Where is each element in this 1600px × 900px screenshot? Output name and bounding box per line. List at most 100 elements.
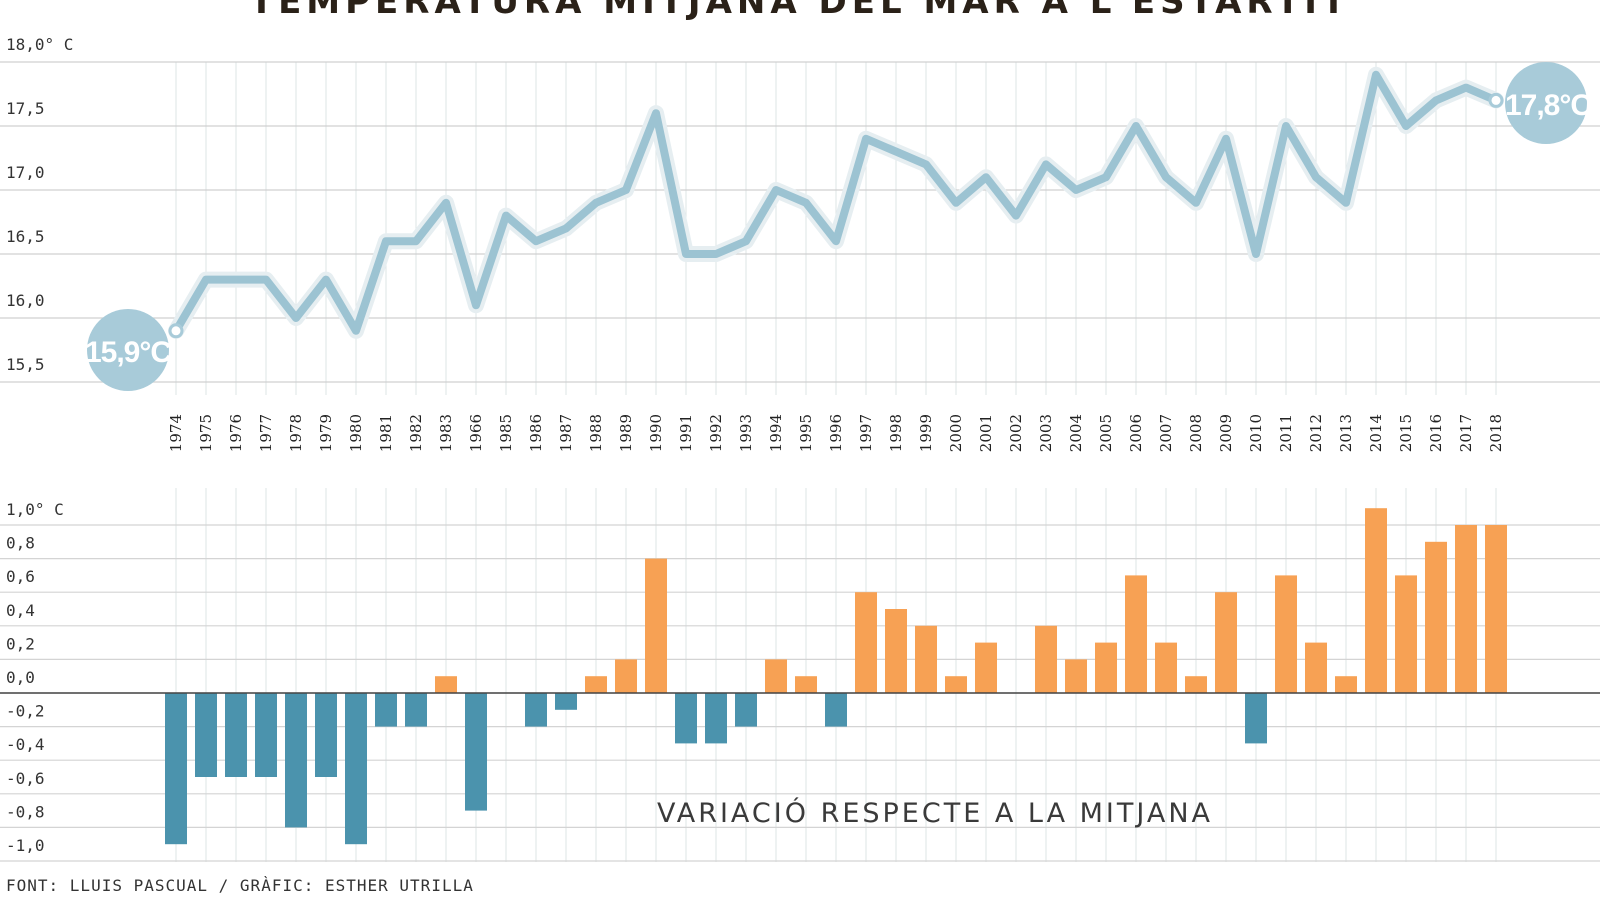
year-label: 2015 bbox=[1397, 414, 1415, 452]
year-label: 1981 bbox=[377, 414, 395, 452]
bar-chart-y-ticks: 1,0° C 0,8 0,6 0,4 0,2 0,0 -0,2 -0,4 -0,6 -0,8 -1,… bbox=[6, 500, 64, 855]
variation-bar bbox=[615, 659, 637, 693]
bar-chart-grid bbox=[0, 488, 1600, 862]
year-label: 2009 bbox=[1217, 414, 1235, 452]
y-tick-label: 16,5 bbox=[6, 227, 45, 246]
y-tick-label: 18,0° C bbox=[6, 35, 73, 54]
variation-bar bbox=[945, 676, 967, 693]
variation-bar bbox=[645, 558, 667, 693]
variation-bar bbox=[405, 693, 427, 727]
year-label: 1974 bbox=[167, 414, 185, 452]
line-chart-x-ticks: 1974 1975 1976 1977 1978 1979 1980 1981 1982 1983… bbox=[167, 414, 1505, 452]
year-label: 1976 bbox=[227, 414, 245, 452]
start-point-marker bbox=[168, 323, 184, 339]
year-label: 1977 bbox=[257, 414, 275, 452]
year-label: 2002 bbox=[1007, 414, 1025, 452]
y-tick-label: 0,0 bbox=[6, 668, 35, 687]
year-label: 1980 bbox=[347, 414, 365, 452]
year-label: 1999 bbox=[917, 414, 935, 452]
variation-bar bbox=[765, 659, 787, 693]
variation-bar bbox=[225, 693, 247, 777]
variation-bar bbox=[1095, 642, 1117, 693]
variation-bar bbox=[1155, 642, 1177, 693]
variation-bar bbox=[885, 609, 907, 693]
year-label: 1985 bbox=[497, 414, 515, 452]
line-chart-annotations: 15,9°C 17,8°C bbox=[85, 62, 1592, 391]
variation-bar bbox=[735, 693, 757, 727]
year-label: 1991 bbox=[677, 414, 695, 452]
year-label: 1987 bbox=[557, 414, 575, 452]
y-tick-label: -0,6 bbox=[6, 769, 45, 788]
year-label: 1994 bbox=[767, 414, 785, 452]
variation-bar bbox=[1275, 575, 1297, 693]
chart-title: TEMPERATURA MITJANA DEL MAR A L'ESTARTIT bbox=[249, 0, 1351, 22]
year-label: 2011 bbox=[1277, 414, 1295, 452]
variation-bar bbox=[285, 693, 307, 828]
y-tick-label: -1,0 bbox=[6, 836, 45, 855]
year-label: 1979 bbox=[317, 414, 335, 452]
variation-bar bbox=[1395, 575, 1417, 693]
variation-bar bbox=[465, 693, 487, 811]
year-label: 2000 bbox=[947, 414, 965, 452]
year-label: 2012 bbox=[1307, 414, 1325, 452]
y-tick-label: 1,0° C bbox=[6, 500, 64, 519]
variation-bar bbox=[705, 693, 727, 744]
line-chart-y-ticks: 18,0° C 17,5 17,0 16,5 16,0 15,5 bbox=[6, 35, 73, 374]
variation-bar bbox=[1035, 625, 1057, 693]
year-label: 2008 bbox=[1187, 414, 1205, 452]
variation-bar bbox=[1065, 659, 1087, 693]
variation-bar bbox=[315, 693, 337, 777]
year-label: 2017 bbox=[1457, 414, 1475, 452]
variation-bar bbox=[1485, 525, 1507, 693]
year-label: 1983 bbox=[437, 414, 455, 452]
year-label: 1990 bbox=[647, 414, 665, 452]
year-label: 2016 bbox=[1427, 414, 1445, 452]
year-label: 1997 bbox=[857, 414, 875, 452]
end-point-marker bbox=[1488, 92, 1504, 108]
year-label: 2005 bbox=[1097, 414, 1115, 452]
year-label: 1993 bbox=[737, 414, 755, 452]
variation-bar bbox=[375, 693, 397, 727]
end-bubble-label: 17,8°C bbox=[1505, 89, 1591, 122]
year-label: 2006 bbox=[1127, 414, 1145, 452]
variation-bar bbox=[195, 693, 217, 777]
variation-bar bbox=[1125, 575, 1147, 693]
year-label: 1995 bbox=[797, 414, 815, 452]
variation-bar bbox=[255, 693, 277, 777]
variation-bar bbox=[675, 693, 697, 744]
year-label: 2001 bbox=[977, 414, 995, 452]
year-label: 2013 bbox=[1337, 414, 1355, 452]
variation-bar bbox=[1425, 541, 1447, 693]
variation-bar bbox=[1365, 508, 1387, 693]
year-label: 1998 bbox=[887, 414, 905, 452]
y-tick-label: 16,0 bbox=[6, 291, 45, 310]
variation-bar bbox=[555, 693, 577, 710]
y-tick-label: -0,8 bbox=[6, 802, 45, 821]
year-label: 2007 bbox=[1157, 414, 1175, 452]
source-credit: FONT: LLUIS PASCUAL / GRÀFIC: ESTHER UTR… bbox=[6, 876, 474, 895]
year-label: 2003 bbox=[1037, 414, 1055, 452]
y-tick-label: 0,6 bbox=[6, 567, 35, 586]
year-label: 2014 bbox=[1367, 414, 1385, 452]
y-tick-label: 0,8 bbox=[6, 534, 35, 553]
year-label: 1966 bbox=[467, 414, 485, 452]
y-tick-label: 0,4 bbox=[6, 601, 35, 620]
year-label: 1978 bbox=[287, 414, 305, 452]
temperature-line bbox=[172, 70, 1500, 335]
year-label: 1996 bbox=[827, 414, 845, 452]
variation-bar bbox=[435, 676, 457, 693]
start-bubble-label: 15,9°C bbox=[85, 336, 171, 369]
year-label: 1986 bbox=[527, 414, 545, 452]
variation-bar bbox=[525, 693, 547, 727]
variation-bar bbox=[1335, 676, 1357, 693]
year-label: 2004 bbox=[1067, 414, 1085, 452]
year-label: 1988 bbox=[587, 414, 605, 452]
y-tick-label: -0,4 bbox=[6, 735, 45, 754]
variation-bar bbox=[855, 592, 877, 693]
variation-bar bbox=[795, 676, 817, 693]
bar-chart-series bbox=[0, 508, 1600, 845]
year-label: 1975 bbox=[197, 414, 215, 452]
year-label: 1992 bbox=[707, 414, 725, 452]
variation-bar bbox=[1215, 592, 1237, 693]
y-tick-label: 15,5 bbox=[6, 355, 45, 374]
